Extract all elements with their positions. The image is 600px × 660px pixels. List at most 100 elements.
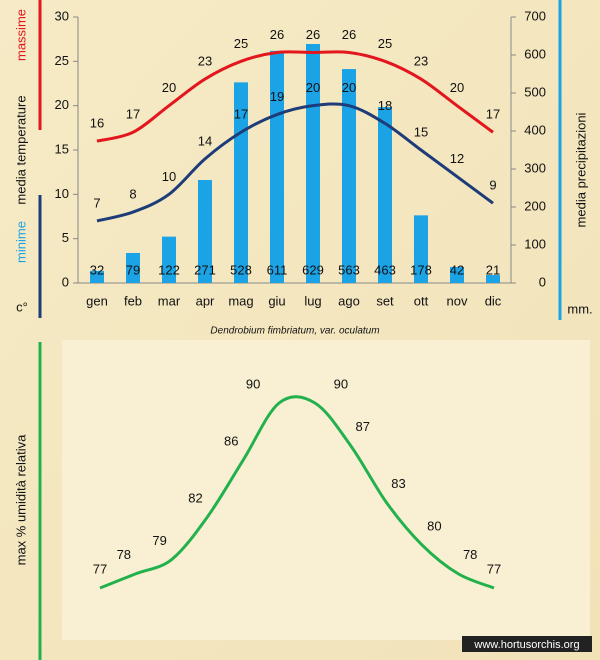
line [96,50,494,143]
bar [342,69,356,283]
y2-unit: mm. [567,301,592,316]
data-label: 26 [306,27,320,42]
x-tick-label: lug [304,293,321,308]
data-label: 563 [338,262,360,277]
data-label: 629 [302,262,324,277]
bar [378,107,392,283]
y2-tick-label: 400 [524,122,546,137]
data-label: 7 [93,195,100,210]
data-label: 87 [355,419,369,434]
data-label: 80 [427,519,441,534]
bar [90,270,104,283]
data-label: 9 [489,178,496,193]
data-label: 20 [162,80,176,95]
max-label: massime [13,9,28,61]
y2-tick-label: 700 [524,8,546,23]
bar [270,50,284,283]
data-label: 78 [117,547,131,562]
y2-tick-label: 200 [524,198,546,213]
x-tick-label: ott [414,293,429,308]
humidity-label: max % umidità relativa [13,434,28,566]
bar [126,252,140,283]
data-label: 20 [450,80,464,95]
data-label: 78 [463,547,477,562]
y-tick-label: 5 [62,230,69,245]
y-tick-label: 25 [55,53,69,68]
data-label: 26 [270,27,284,42]
data-label: 122 [158,262,180,277]
data-label: 23 [414,54,428,69]
x-tick-label: ago [338,293,360,308]
data-label: 178 [410,262,432,277]
data-label: 23 [198,54,212,69]
data-label: 26 [342,27,356,42]
data-label: 90 [246,376,260,391]
data-label: 25 [378,36,392,51]
data-label: 20 [306,80,320,95]
data-label: 83 [391,476,405,491]
bar [306,43,320,284]
y-tick-label: 10 [55,186,69,201]
data-label: 16 [90,116,104,131]
min-label: minime [13,221,28,263]
data-label: 10 [162,169,176,184]
data-label: 8 [129,187,136,202]
data-label: 77 [487,561,501,576]
data-label: 79 [152,533,166,548]
data-label: 17 [234,107,248,122]
data-label: 32 [90,262,104,277]
y2-tick-label: 500 [524,84,546,99]
x-tick-label: gen [86,293,108,308]
x-tick-label: nov [447,293,468,308]
data-label: 15 [414,124,428,139]
y2-tick-label: 300 [524,160,546,175]
data-label: 90 [334,376,348,391]
y2-tick-label: 600 [524,46,546,61]
y2-tick-label: 100 [524,236,546,251]
y-tick-label: 0 [62,274,69,289]
data-label: 14 [198,133,212,148]
x-tick-label: set [376,293,394,308]
y-unit: c° [16,299,28,314]
data-label: 25 [234,36,248,51]
line [99,395,495,590]
data-label: 19 [270,89,284,104]
data-label: 528 [230,262,252,277]
x-tick-label: mag [228,293,253,308]
data-label: 271 [194,262,216,277]
data-label: 18 [378,98,392,113]
x-tick-label: dic [485,293,502,308]
caption: Dendrobium fimbriatum, var. oculatum [210,326,379,337]
data-label: 79 [126,262,140,277]
y-tick-label: 20 [55,97,69,112]
data-label: 17 [486,107,500,122]
humidity-panel [62,340,590,640]
data-label: 42 [450,262,464,277]
line [96,102,494,223]
y-tick-label: 30 [55,8,69,23]
x-tick-label: giu [268,293,285,308]
bar [234,82,248,283]
data-label: 17 [126,107,140,122]
data-label: 463 [374,262,396,277]
y-tick-label: 15 [55,141,69,156]
data-label: 20 [342,80,356,95]
x-tick-label: mar [158,293,181,308]
y-axis-label: media temperature [13,95,28,204]
data-label: 12 [450,151,464,166]
watermark: www.hortusorchis.org [473,639,579,651]
bar [198,180,212,283]
y2-axis-label: media precipitazioni [573,112,588,227]
data-label: 77 [93,561,107,576]
bar [486,275,500,283]
y2-tick-label: 0 [539,274,546,289]
bar [450,267,464,283]
x-tick-label: apr [196,293,215,308]
bar [414,215,428,283]
data-label: 21 [486,262,500,277]
watermark-bg [462,636,592,652]
data-label: 86 [224,433,238,448]
x-tick-label: feb [124,293,142,308]
data-label: 82 [188,490,202,505]
